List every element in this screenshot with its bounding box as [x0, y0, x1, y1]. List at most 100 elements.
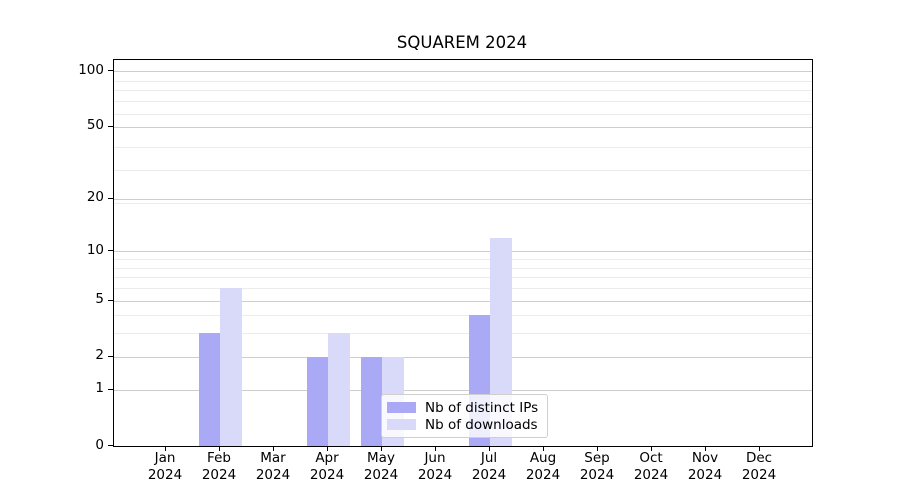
x-tick-mark-jun	[435, 446, 436, 451]
x-tick-year: 2024	[525, 467, 561, 483]
bar-feb-series1	[220, 288, 242, 446]
x-tick-month: Jun	[424, 450, 446, 466]
legend-swatch-downloads	[387, 419, 416, 430]
x-tick-label-dec: Dec 2024	[729, 450, 789, 484]
y-tick-label-1: 1	[95, 380, 104, 397]
gridline-minor-39	[114, 146, 812, 148]
legend-label-downloads: Nb of downloads	[425, 416, 538, 433]
legend-label-distinct-ips: Nb of distinct IPs	[425, 399, 539, 416]
gridline-minor-89	[114, 80, 812, 82]
gridline-major-10	[114, 251, 812, 253]
x-tick-month: May	[367, 450, 395, 466]
x-tick-label-apr: Apr 2024	[297, 450, 357, 484]
x-tick-mark-apr	[327, 446, 328, 451]
gridline-major-2	[114, 356, 812, 358]
y-tick-label-5: 5	[95, 291, 104, 307]
x-tick-mark-nov	[705, 446, 706, 451]
x-tick-mark-sep	[597, 446, 598, 451]
y-tick-mark-0	[108, 445, 113, 446]
y-tick-label-20: 20	[86, 189, 104, 206]
gridline-major-5	[114, 300, 812, 302]
y-tick-mark-100	[108, 70, 113, 72]
x-tick-mark-may	[381, 446, 382, 451]
bar-feb-series0	[198, 333, 220, 446]
x-tick-year: 2024	[579, 467, 615, 483]
x-tick-label-may: May 2024	[351, 450, 411, 484]
x-tick-month: Jan	[154, 450, 176, 466]
y-tick-label-100: 100	[78, 61, 104, 78]
y-tick-mark-10	[108, 250, 113, 252]
x-tick-label-jul: Jul 2024	[459, 450, 519, 484]
y-tick-mark-5	[108, 299, 113, 301]
x-tick-label-nov: Nov 2024	[675, 450, 735, 484]
x-tick-month: Sep	[584, 450, 610, 466]
x-tick-month: Nov	[691, 450, 719, 466]
y-tick-mark-2	[108, 355, 113, 357]
x-tick-label-feb: Feb 2024	[189, 450, 249, 484]
x-tick-year: 2024	[255, 467, 291, 483]
gridline-minor-29	[114, 169, 812, 171]
x-tick-mark-mar	[273, 446, 274, 451]
gridline-minor-59	[114, 113, 812, 115]
x-tick-mark-aug	[543, 446, 544, 451]
x-tick-year: 2024	[741, 467, 777, 483]
x-tick-label-mar: Mar 2024	[243, 450, 303, 484]
bar-apr-series0	[306, 356, 328, 446]
x-tick-year: 2024	[201, 467, 237, 483]
bar-may-series0	[360, 356, 382, 446]
legend-item-downloads: Nb of downloads	[387, 416, 541, 433]
x-tick-mark-feb	[219, 446, 220, 451]
gridline-minor-69	[114, 101, 812, 102]
y-tick-mark-20	[108, 197, 113, 199]
y-tick-label-0: 0	[95, 436, 104, 453]
x-tick-month: Feb	[207, 450, 231, 466]
x-tick-label-sep: Sep 2024	[567, 450, 627, 484]
gridline-minor-3	[114, 333, 812, 335]
x-tick-label-jan: Jan 2024	[135, 450, 195, 484]
chart-title: SQUAREM 2024	[396, 33, 528, 52]
x-tick-year: 2024	[633, 467, 669, 483]
gridline-minor-6	[114, 288, 812, 289]
gridline-minor-8	[114, 267, 812, 269]
x-tick-year: 2024	[147, 467, 183, 483]
x-tick-year: 2024	[363, 467, 399, 483]
x-tick-year: 2024	[417, 467, 453, 483]
legend-item-distinct-ips: Nb of distinct IPs	[387, 399, 541, 416]
gridline-minor-79	[114, 90, 812, 92]
bar-apr-series1	[328, 333, 350, 446]
x-tick-month: Aug	[529, 450, 557, 466]
y-tick-mark-50	[108, 125, 113, 127]
x-tick-month: Jul	[480, 450, 498, 466]
x-tick-label-jun: Jun 2024	[405, 450, 465, 484]
y-tick-mark-1	[108, 388, 113, 390]
y-tick-label-10: 10	[86, 241, 104, 258]
x-tick-month: Mar	[260, 450, 286, 466]
x-tick-mark-jul	[489, 446, 490, 451]
y-tick-label-50: 50	[86, 117, 104, 134]
x-tick-mark-jan	[165, 446, 166, 451]
gridline-major-20	[114, 198, 812, 200]
plot-area: Nb of distinct IPs Nb of downloads	[113, 59, 813, 447]
y-tick-label-2: 2	[95, 347, 104, 364]
x-tick-label-aug: Aug 2024	[513, 450, 573, 484]
x-tick-mark-dec	[759, 446, 760, 451]
x-tick-month: Apr	[315, 450, 339, 466]
x-tick-year: 2024	[687, 467, 723, 483]
gridline-major-50	[114, 126, 812, 128]
gridline-minor-7	[114, 277, 812, 279]
legend-swatch-distinct-ips	[387, 402, 416, 413]
gridline-minor-4	[114, 315, 812, 317]
x-tick-year: 2024	[309, 467, 345, 483]
x-tick-mark-oct	[651, 446, 652, 451]
gridline-minor-19	[114, 202, 812, 204]
x-tick-month: Dec	[745, 450, 773, 466]
x-tick-label-oct: Oct 2024	[621, 450, 681, 484]
x-tick-month: Oct	[639, 450, 663, 466]
gridline-major-100	[114, 71, 812, 73]
gridline-major-1	[114, 389, 812, 391]
bar-jul-series1	[490, 237, 512, 446]
legend: Nb of distinct IPs Nb of downloads	[381, 394, 548, 438]
x-tick-year: 2024	[471, 467, 507, 483]
gridline-minor-9	[114, 259, 812, 260]
